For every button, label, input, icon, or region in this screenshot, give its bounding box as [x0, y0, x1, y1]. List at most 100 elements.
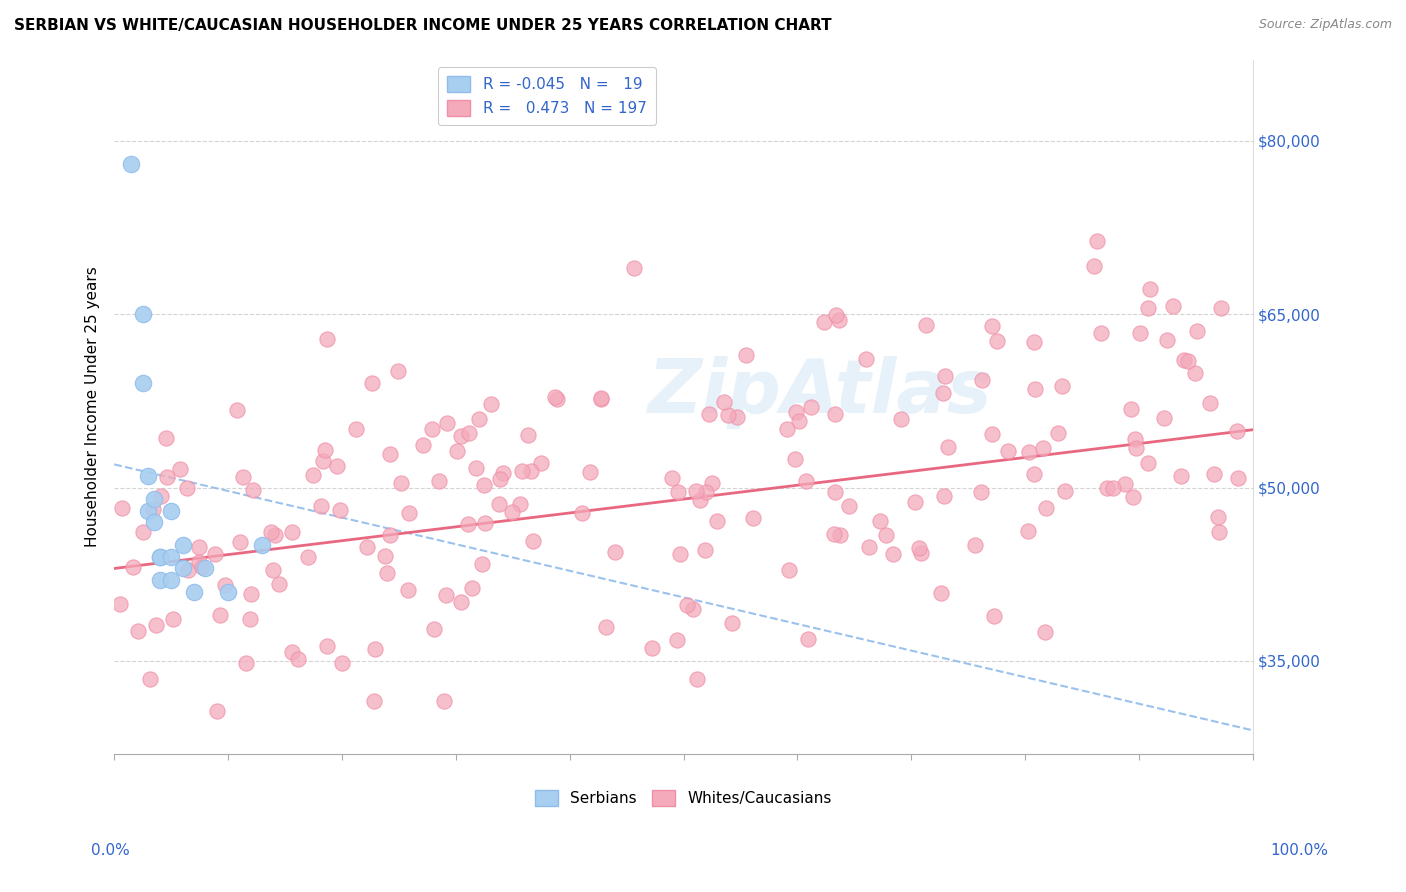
- Point: [623, 260, 645, 275]
- Point: [589, 391, 612, 405]
- Point: [183, 584, 205, 599]
- Point: [228, 535, 250, 549]
- Point: [205, 705, 228, 719]
- Point: [910, 546, 932, 560]
- Point: [1123, 432, 1146, 446]
- Point: [666, 484, 689, 499]
- Point: [361, 376, 384, 391]
- Point: [287, 652, 309, 666]
- Point: [778, 563, 800, 577]
- Point: [326, 458, 349, 473]
- Point: [522, 533, 544, 548]
- Point: [374, 549, 396, 564]
- Point: [120, 157, 142, 171]
- Point: [546, 392, 568, 406]
- Point: [143, 515, 166, 529]
- Point: [1170, 469, 1192, 483]
- Point: [700, 475, 723, 490]
- Point: [1161, 299, 1184, 313]
- Point: [232, 470, 254, 484]
- Point: [509, 497, 531, 511]
- Point: [686, 672, 709, 686]
- Point: [869, 514, 891, 528]
- Point: [149, 573, 172, 587]
- Point: [721, 616, 744, 631]
- Point: [396, 583, 419, 598]
- Point: [830, 527, 852, 541]
- Point: [742, 511, 765, 525]
- Point: [252, 538, 274, 552]
- Point: [160, 503, 183, 517]
- Point: [387, 364, 409, 378]
- Point: [824, 407, 846, 421]
- Point: [858, 540, 880, 554]
- Point: [479, 397, 502, 411]
- Point: [191, 560, 214, 574]
- Point: [239, 612, 262, 626]
- Point: [1202, 467, 1225, 481]
- Point: [131, 376, 153, 391]
- Point: [138, 503, 160, 517]
- Point: [1090, 326, 1112, 341]
- Point: [187, 540, 209, 554]
- Point: [983, 609, 1005, 624]
- Point: [512, 464, 534, 478]
- Point: [330, 656, 353, 670]
- Point: [127, 624, 149, 638]
- Point: [904, 494, 927, 508]
- Point: [717, 408, 740, 422]
- Point: [450, 428, 472, 442]
- Point: [1102, 481, 1125, 495]
- Point: [269, 576, 291, 591]
- Point: [398, 506, 420, 520]
- Point: [1022, 467, 1045, 481]
- Point: [260, 524, 283, 539]
- Point: [797, 632, 820, 646]
- Point: [420, 422, 443, 436]
- Point: [149, 489, 172, 503]
- Point: [1227, 471, 1250, 485]
- Point: [471, 557, 494, 571]
- Point: [132, 525, 155, 540]
- Point: [378, 447, 401, 461]
- Point: [1024, 382, 1046, 396]
- Point: [301, 467, 323, 482]
- Point: [669, 547, 692, 561]
- Point: [281, 645, 304, 659]
- Point: [122, 560, 145, 574]
- Point: [1033, 624, 1056, 639]
- Point: [595, 620, 617, 634]
- Point: [160, 549, 183, 564]
- Text: ZipAtlas: ZipAtlas: [648, 356, 993, 429]
- Point: [1046, 426, 1069, 441]
- Point: [491, 466, 513, 480]
- Point: [823, 527, 845, 541]
- Point: [838, 499, 860, 513]
- Point: [169, 462, 191, 476]
- Point: [457, 516, 479, 531]
- Y-axis label: Householder Income Under 25 years: Householder Income Under 25 years: [86, 266, 100, 547]
- Point: [262, 563, 284, 577]
- Point: [824, 484, 846, 499]
- Point: [474, 478, 496, 492]
- Point: [963, 537, 986, 551]
- Point: [1139, 282, 1161, 296]
- Point: [110, 597, 132, 611]
- Point: [389, 476, 412, 491]
- Point: [520, 464, 543, 478]
- Point: [356, 540, 378, 554]
- Point: [1125, 441, 1147, 455]
- Point: [699, 407, 721, 421]
- Point: [145, 618, 167, 632]
- Point: [970, 374, 993, 388]
- Point: [1208, 524, 1230, 539]
- Point: [1114, 476, 1136, 491]
- Point: [1137, 301, 1160, 315]
- Point: [1184, 366, 1206, 380]
- Point: [735, 348, 758, 362]
- Point: [936, 440, 959, 454]
- Point: [571, 506, 593, 520]
- Point: [177, 563, 200, 577]
- Point: [882, 547, 904, 561]
- Point: [675, 598, 697, 612]
